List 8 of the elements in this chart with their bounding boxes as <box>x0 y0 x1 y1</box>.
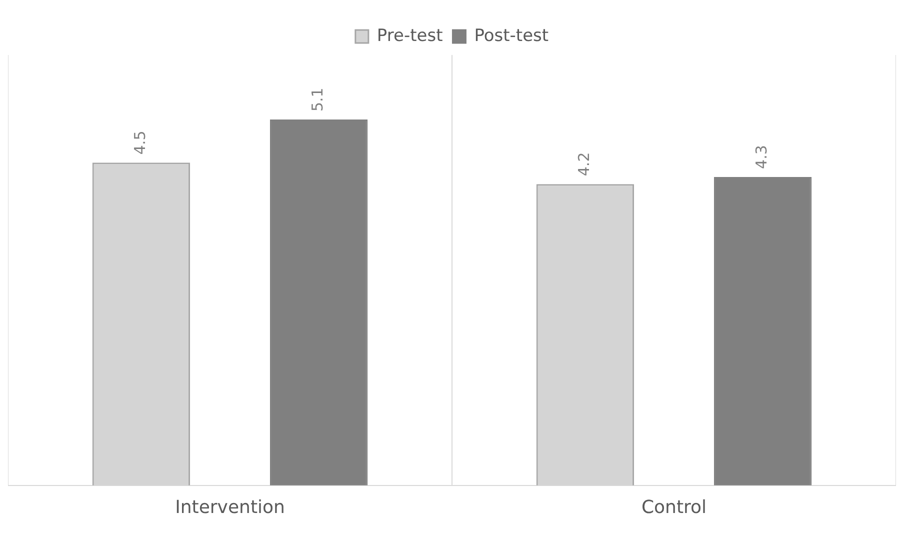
x-tick-label: Intervention <box>175 496 285 518</box>
data-label: 4.3 <box>752 145 771 169</box>
x-tick-label: Control <box>641 496 707 518</box>
data-label: 4.2 <box>575 152 594 176</box>
legend-label: Pre-test <box>376 26 444 46</box>
data-label: 5.1 <box>308 88 327 112</box>
legend-label: Post-test <box>474 26 549 46</box>
data-label: 4.5 <box>131 130 150 155</box>
